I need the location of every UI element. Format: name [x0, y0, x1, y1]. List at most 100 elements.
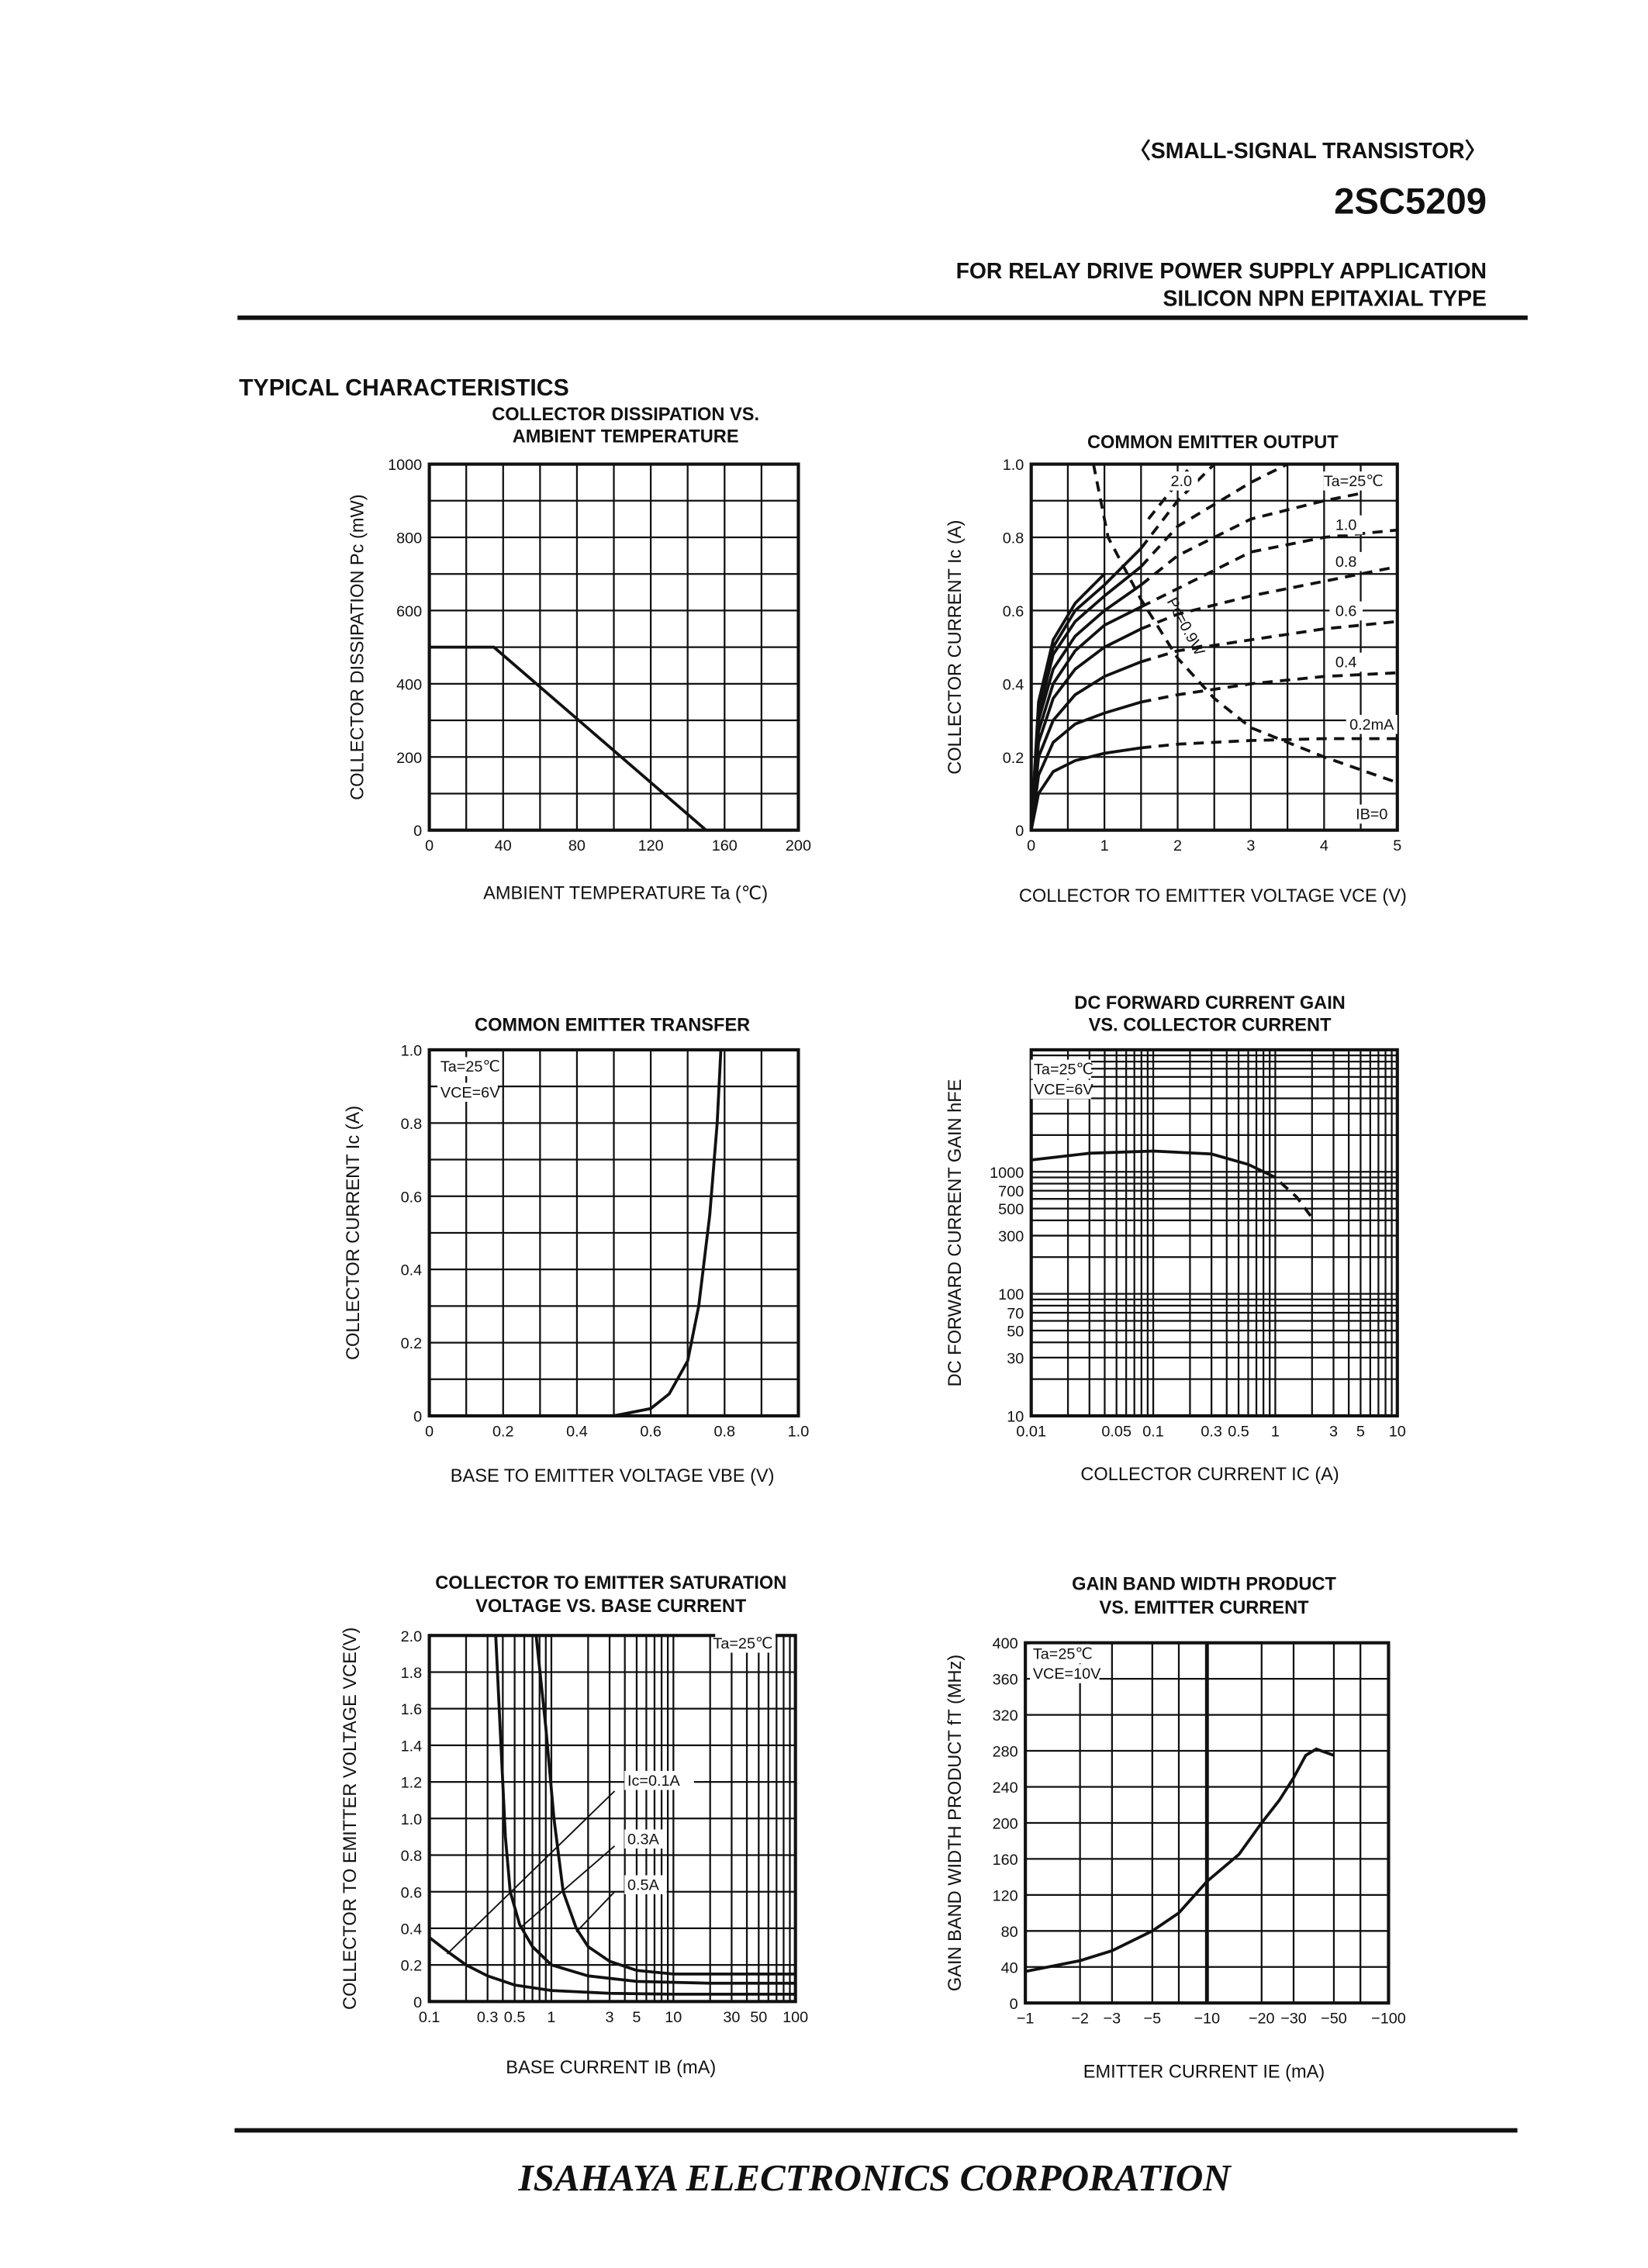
y-tick-label: 2.0: [401, 1628, 423, 1645]
y-tick-label: 240: [993, 1780, 1018, 1797]
chart-6: GAIN BAND WIDTH PRODUCT VS. EMITTER CURRE…: [945, 1575, 1406, 2083]
x-tick-label: 0.6: [640, 1423, 662, 1440]
y-tick-label: 0: [413, 1409, 422, 1426]
section-title: TYPICAL CHARACTERISTICS: [239, 375, 569, 401]
chart-5: COLLECTOR TO EMITTER SATURATION VOLTAGE V…: [340, 1573, 808, 2078]
chart-title: AMBIENT TEMPERATURE: [513, 426, 739, 447]
y-tick-label: 0: [1010, 1996, 1018, 2013]
x-tick-label: 0.5: [504, 2009, 526, 2026]
x-tick-label: −2: [1071, 2011, 1089, 2028]
y-tick-label: 160: [993, 1852, 1018, 1869]
chart-title: VS. COLLECTOR CURRENT: [1089, 1015, 1332, 1035]
chart-title: COLLECTOR DISSIPATION VS.: [492, 405, 759, 425]
x-tick-label: 10: [1389, 1423, 1406, 1440]
x-tick-label: 5: [1356, 1423, 1365, 1440]
x-tick-label: 120: [638, 837, 664, 854]
series-line-2-0: [1029, 572, 1106, 830]
x-tick-label: 1.0: [788, 1423, 810, 1440]
y-tick-label: 0: [413, 1994, 422, 2011]
series-line-2: [1279, 1181, 1314, 1219]
x-tick-label: −100: [1371, 2011, 1406, 2028]
x-tick-label: 5: [1393, 837, 1401, 854]
chart-title: DC FORWARD CURRENT GAIN: [1074, 993, 1346, 1013]
y-axis-label: COLLECTOR DISSIPATION Pc (mW): [348, 494, 368, 800]
x-tick-label: 0: [425, 1423, 434, 1440]
x-axis-label: BASE CURRENT IB (mA): [506, 2058, 716, 2078]
y-tick-label: 400: [993, 1635, 1018, 1652]
series-line-pc-0-9w: [1092, 464, 1398, 785]
x-tick-label: 50: [750, 2009, 767, 2026]
x-tick-label: 1: [1271, 1423, 1280, 1440]
y-tick-label: 1.8: [401, 1665, 423, 1682]
series-line-0-2ma: [1029, 746, 1142, 831]
chart-1: COLLECTOR DISSIPATION VS.AMBIENT TEMPERA…: [348, 405, 811, 903]
application-label: FOR RELAY DRIVE POWER SUPPLY APPLICATION: [956, 259, 1487, 284]
y-tick-label: 1.0: [1003, 457, 1024, 474]
x-tick-label: −50: [1321, 2011, 1347, 2028]
x-tick-label: 0.01: [1016, 1423, 1046, 1440]
annotation-background: [1031, 1079, 1092, 1099]
y-tick-label: 0.6: [1003, 603, 1024, 620]
chart-title: VS. EMITTER CURRENT: [1100, 1598, 1310, 1618]
y-tick-label: 0.8: [1003, 530, 1024, 547]
x-tick-label: 40: [495, 837, 512, 854]
series-line-0-2ma-dashed: [1141, 737, 1398, 750]
x-axis-label: EMITTER CURRENT IE (mA): [1083, 2063, 1325, 2083]
leader-line: [519, 1845, 616, 1929]
x-tick-label: 0.1: [1142, 1423, 1164, 1440]
y-tick-label: 320: [993, 1707, 1018, 1724]
chart-title: COMMON EMITTER OUTPUT: [1087, 433, 1339, 453]
y-tick-label: 80: [1001, 1924, 1018, 1941]
x-tick-label: 5: [632, 2009, 641, 2026]
annotation-background: [1030, 1644, 1090, 1664]
chart-annotation: Ta=25℃: [713, 1635, 772, 1652]
x-tick-label: 30: [723, 2009, 740, 2026]
y-axis-label: GAIN BAND WIDTH PRODUCT fT (MHz): [945, 1655, 966, 1991]
annotation-background: [1329, 515, 1363, 535]
x-tick-label: 1: [1100, 837, 1109, 854]
x-tick-label: 0.2: [492, 1423, 514, 1440]
y-axis-label: COLLECTOR CURRENT Ic (A): [344, 1106, 364, 1360]
chart-annotation: 2.0: [1170, 473, 1192, 490]
annotation-background: [1350, 804, 1393, 824]
y-tick-label: 1.4: [401, 1738, 423, 1755]
chart-annotation: VCE=6V: [1034, 1082, 1093, 1099]
y-tick-label: 120: [993, 1887, 1018, 1904]
series-line-1-0-dashed: [1140, 528, 1398, 609]
x-tick-label: 2: [1173, 837, 1182, 854]
y-tick-label: 360: [993, 1672, 1018, 1689]
chart-3: COMMON EMITTER TRANSFER 0 0.2 0.4 0.6 0.8 1.0 0…: [344, 1015, 809, 1486]
y-tick-label: 10: [1007, 1409, 1024, 1426]
x-tick-label: 3: [606, 2009, 614, 2026]
annotation-background: [437, 1057, 498, 1076]
y-tick-label: 1000: [990, 1165, 1024, 1182]
annotation-background: [1346, 714, 1398, 734]
annotation-background: [1323, 471, 1384, 491]
y-tick-label: 30: [1007, 1350, 1024, 1367]
chart-annotation: VCE=6V: [441, 1084, 500, 1101]
x-tick-label: 3: [1329, 1423, 1338, 1440]
y-tick-label: 1.2: [401, 1775, 423, 1792]
y-tick-label: 0.2: [1003, 750, 1024, 767]
y-tick-label: 280: [993, 1744, 1018, 1761]
plot-frame: [1029, 1048, 1399, 1418]
y-tick-label: 600: [396, 603, 422, 620]
series-line-0-6-dashed: [1140, 620, 1398, 664]
annotation-background: [1329, 551, 1363, 571]
chart-annotation: Ta=25℃: [1034, 1061, 1093, 1078]
plot-frame: [427, 1634, 797, 2004]
chart-annotation: Ta=25℃: [1033, 1646, 1093, 1663]
y-tick-label: 0.6: [401, 1884, 423, 1901]
chart-annotation: 0.3A: [627, 1831, 660, 1848]
y-tick-label: 200: [993, 1816, 1018, 1833]
x-tick-label: 0.05: [1101, 1423, 1131, 1440]
annotation-background: [715, 1633, 776, 1653]
series-line-7-dashed: [1139, 462, 1288, 568]
y-tick-label: 800: [396, 530, 422, 547]
y-tick-label: 1.0: [401, 1042, 423, 1059]
x-tick-label: 0.4: [566, 1423, 588, 1440]
x-axis-label: BASE TO EMITTER VOLTAGE VBE (V): [451, 1466, 775, 1486]
